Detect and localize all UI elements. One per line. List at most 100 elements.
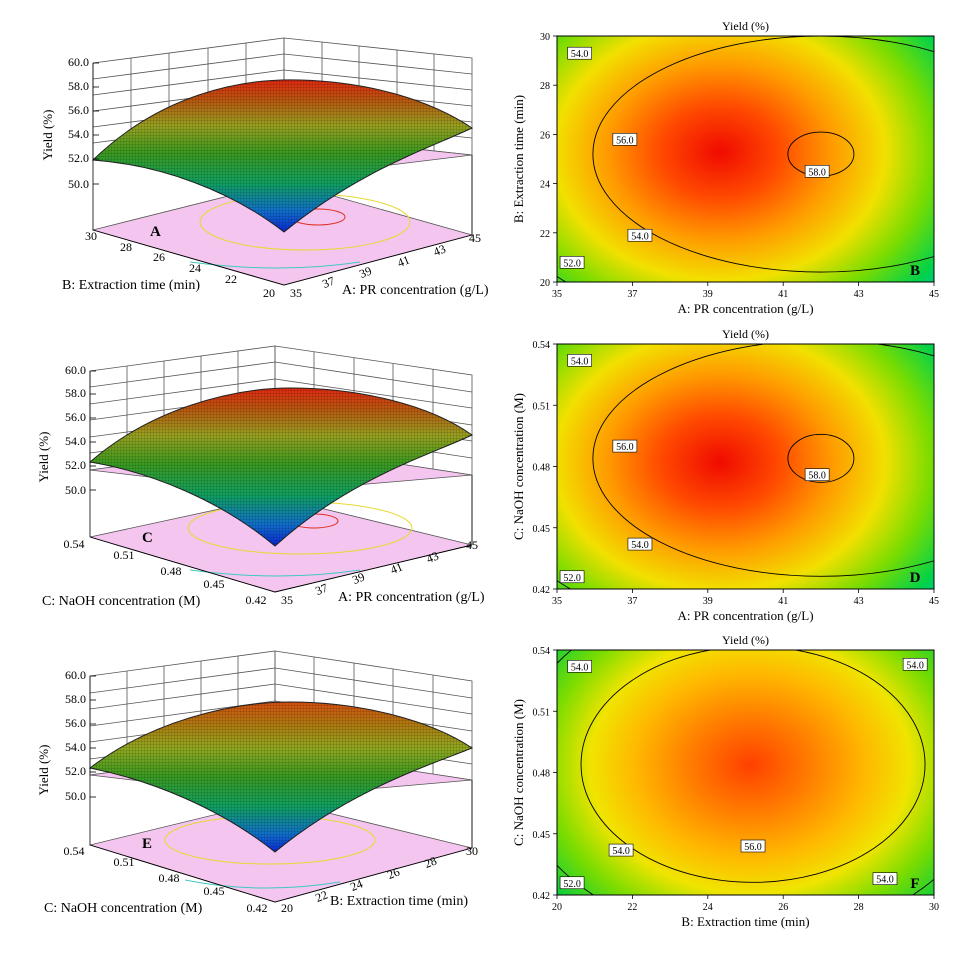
contour-panel-f: 54.0 54.0 54.0 56.0 54.0 52.0 20 22 24 26 28 30 0.42… (511, 633, 939, 929)
y-tick-label: 30 (540, 32, 550, 43)
y-tick-e-045: 0.45 (204, 884, 225, 898)
surface-mesh-a (93, 79, 472, 232)
contour-label-box (627, 228, 653, 242)
x-tick-label: 37 (627, 289, 637, 300)
y-tick-label: 0.45 (533, 830, 551, 841)
y-tick-a-20: 20 (263, 286, 275, 300)
contour-lines-f (557, 650, 934, 895)
contour-label-box (872, 872, 898, 885)
x-tick-label: 39 (703, 289, 713, 300)
x-tick-label: 37 (627, 596, 637, 607)
base-axes-e (89, 780, 473, 903)
x-axis-label-e: B: Extraction time (min) (330, 894, 468, 909)
contour-label: 54.0 (612, 846, 630, 857)
base-axes-c (89, 475, 473, 593)
z-tick-a-54: 54.0 (68, 127, 89, 141)
x-tick-label: 39 (703, 596, 713, 607)
y-tick-e-054: 0.54 (64, 844, 85, 858)
y-tick-label: 20 (540, 278, 550, 289)
plot-frame-b (556, 35, 935, 283)
y-tick-label: 0.48 (533, 463, 551, 474)
y-tick-c-054: 0.54 (64, 537, 85, 551)
z-tick-e-60: 60.0 (65, 668, 86, 682)
contour-title-b: Yield (%) (722, 19, 769, 33)
z-axis-a (92, 62, 99, 230)
z-tick-a-58: 58.0 (68, 79, 89, 93)
contour-label-box (567, 660, 592, 673)
x-tick-labels-e: 20 22 24 26 28 30 (281, 844, 478, 915)
y-axis-label-f: C: NaOH concentration (M) (511, 699, 526, 846)
x-tick-e-22: 22 (313, 888, 329, 905)
x-tick-label: 24 (703, 902, 713, 913)
x-tick-label: 35 (552, 289, 562, 300)
z-tick-labels-e: 60.0 58.0 56.0 54.0 52.0 50.0 (65, 668, 86, 803)
contour-label-box (627, 537, 653, 551)
y-tick-c-051: 0.51 (114, 548, 135, 562)
contour-label-box (612, 439, 638, 453)
contour-label-box (804, 468, 830, 481)
y-tick-label: 0.42 (533, 585, 551, 596)
surface-panel-c: 60.0 58.0 56.0 54.0 52.0 50.0 Yield (%) … (36, 345, 485, 609)
contour-panel-b: 54.0 56.0 58.0 54.0 52.0 35 37 39 41 43 45 20 22 24 26… (511, 19, 939, 316)
panel-letter-c: C (142, 530, 153, 546)
x-tick-a-41: 41 (395, 253, 411, 270)
contour-label: 52.0 (563, 879, 581, 890)
x-axis-label-c: A: PR concentration (g/L) (338, 590, 485, 605)
z-axis-e (89, 675, 96, 845)
y-axis-label-a: B: Extraction time (min) (62, 278, 200, 293)
contour-label: 52.0 (563, 258, 581, 269)
y-tick-c-048: 0.48 (161, 564, 182, 578)
z-tick-c-54: 54.0 (65, 434, 86, 448)
z-tick-labels-c: 60.0 58.0 56.0 54.0 52.0 50.0 (65, 363, 86, 497)
contour-line-56 (592, 344, 934, 577)
surface-panel-a: 60.0 58.0 56.0 54.0 52.0 50.0 Yield (%) … (40, 37, 489, 300)
panel-letter-a: A (150, 224, 161, 240)
contour-label: 54.0 (906, 660, 924, 671)
x-axis-label-f: B: Extraction time (min) (681, 914, 809, 929)
x-tick-c-41: 41 (388, 560, 404, 577)
z-tick-e-54: 54.0 (65, 740, 86, 754)
y-tick-label: 24 (540, 180, 550, 191)
y-tick-e-042: 0.42 (247, 901, 268, 915)
surface-panel-e: 60.0 58.0 56.0 54.0 52.0 50.0 Yield (%) … (36, 650, 478, 916)
y-tick-e-048: 0.48 (159, 871, 180, 885)
contour-label: 54.0 (571, 356, 589, 367)
y-tick-labels-e: 0.54 0.51 0.48 0.45 0.42 (64, 844, 268, 915)
z-tick-c-52: 52.0 (65, 458, 86, 472)
x-tick-c-45: 45 (466, 538, 478, 552)
z-axis-c (89, 370, 96, 537)
base-axes-a (92, 155, 473, 286)
x-tick-labels-c: 35 37 39 41 43 45 (281, 538, 478, 607)
x-tick-e-28: 28 (422, 854, 438, 871)
z-tick-e-50: 50.0 (65, 789, 86, 803)
y-tick-a-26: 26 (153, 250, 165, 264)
x-tick-labels-a: 35 37 39 41 43 45 (290, 231, 481, 300)
y-tick-labels-a: 30 28 26 24 22 20 (85, 229, 275, 300)
y-tick-label: 22 (540, 229, 550, 240)
contour-label: 54.0 (631, 231, 649, 242)
contour-label: 56.0 (616, 442, 634, 453)
x-tick-e-20: 20 (281, 901, 293, 915)
y-tick-a-24: 24 (189, 261, 201, 275)
heatmap-fill-b (557, 36, 934, 282)
z-tick-c-58: 58.0 (65, 386, 86, 400)
y-tick-label: 0.45 (533, 524, 551, 535)
contour-label-box (902, 657, 928, 671)
z-tick-e-58: 58.0 (65, 692, 86, 706)
x-tick-e-24: 24 (348, 877, 364, 894)
panel-letter-d: D (910, 570, 921, 586)
contour-title-d: Yield (%) (722, 327, 769, 341)
contour-label-box (559, 256, 585, 269)
x-tick-a-37: 37 (320, 274, 336, 291)
z-tick-e-56: 56.0 (65, 716, 86, 730)
y-tick-a-30: 30 (85, 229, 97, 243)
y-tick-label: 0.54 (533, 646, 551, 657)
contour-label: 56.0 (744, 842, 762, 853)
contour-title-f: Yield (%) (722, 633, 769, 647)
x-axis-label-b: A: PR concentration (g/L) (677, 301, 813, 316)
x-tick-a-35: 35 (290, 286, 302, 300)
z-tick-c-56: 56.0 (65, 410, 86, 424)
contour-label-box (559, 570, 585, 584)
contour-label-box (804, 165, 830, 178)
x-tick-c-35: 35 (281, 593, 293, 607)
